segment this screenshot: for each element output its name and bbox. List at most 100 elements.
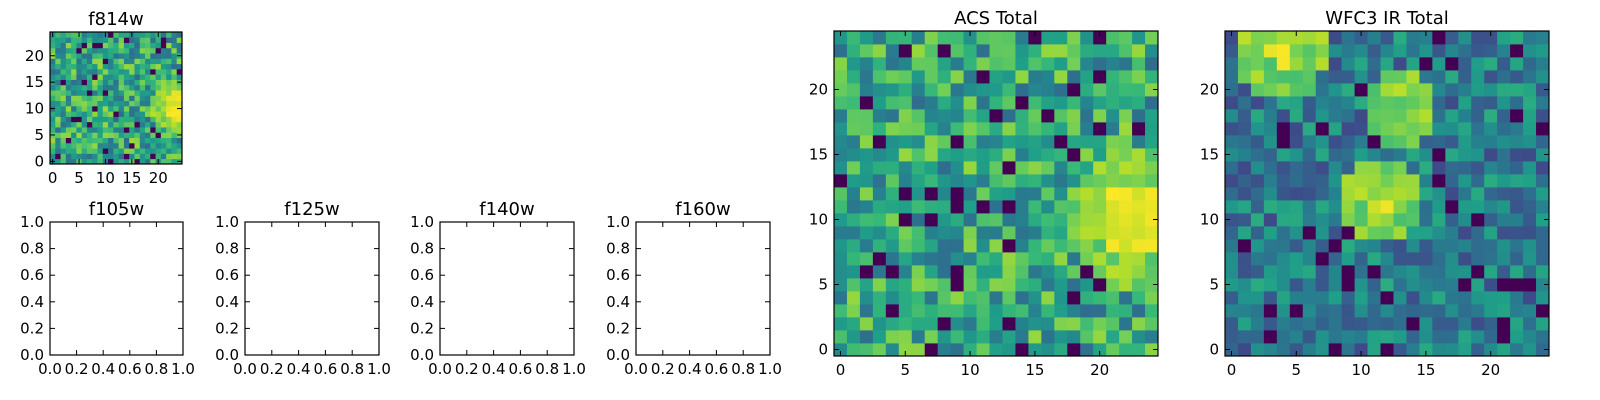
heatmap-cell <box>160 127 167 133</box>
heatmap-cell <box>92 84 98 91</box>
heatmap-cell <box>885 330 900 344</box>
heatmap-cell <box>1225 291 1239 305</box>
heatmap-cell <box>123 32 130 38</box>
heatmap-cell <box>102 74 109 80</box>
heatmap-cell <box>885 96 900 110</box>
heatmap-cell <box>1354 213 1368 227</box>
heatmap-cell <box>937 239 952 253</box>
heatmap-cell <box>1393 83 1407 97</box>
heatmap-cell <box>1484 226 1498 240</box>
heatmap-cell <box>1315 317 1330 331</box>
heatmap-cell <box>1354 265 1368 279</box>
heatmap-cell <box>60 111 67 117</box>
y-tick-label: 1.0 <box>215 213 239 231</box>
heatmap-cell <box>1067 317 1081 331</box>
heatmap-cell <box>97 37 104 43</box>
heatmap-cell <box>166 74 172 80</box>
heatmap-cell <box>872 252 887 266</box>
heatmap-cell <box>1328 330 1343 344</box>
heatmap-cell <box>1445 148 1459 162</box>
heatmap-cell <box>872 213 887 227</box>
heatmap-cell <box>155 137 162 144</box>
heatmap-cell <box>129 95 135 102</box>
heatmap-cell <box>937 122 952 136</box>
heatmap-cell <box>155 79 162 86</box>
heatmap-cell <box>108 158 114 165</box>
heatmap-cell <box>60 142 67 149</box>
heatmap-cell <box>1445 265 1459 279</box>
heatmap-cell <box>1315 291 1330 305</box>
heatmap-cell <box>155 121 162 128</box>
heatmap-cell <box>976 109 990 123</box>
heatmap-cell <box>1523 161 1537 175</box>
heatmap-cell <box>950 70 964 84</box>
heatmap-cell <box>113 132 120 138</box>
heatmap-cell <box>1080 330 1094 344</box>
heatmap-cell <box>1484 57 1498 71</box>
heatmap-cell <box>1497 161 1511 175</box>
heatmap-cell <box>1145 174 1159 188</box>
heatmap-cell <box>1028 70 1042 84</box>
heatmap-cell <box>139 84 146 91</box>
heatmap-cell <box>1080 226 1094 240</box>
heatmap-cell <box>118 111 125 117</box>
heatmap-cell <box>1237 278 1252 292</box>
heatmap-cell <box>97 142 104 149</box>
heatmap-cell <box>65 79 72 86</box>
heatmap-cell <box>160 111 167 117</box>
heatmap-cell <box>166 47 172 54</box>
heatmap-cell <box>1341 291 1355 305</box>
heatmap-cell <box>176 116 183 123</box>
heatmap-cell <box>1406 265 1420 279</box>
heatmap-cell <box>139 53 146 59</box>
heatmap-cell <box>71 90 77 96</box>
heatmap-cell <box>1523 343 1537 357</box>
heatmap-cell <box>872 83 887 97</box>
heatmap-cell <box>160 137 167 144</box>
axes-frame <box>1224 30 1550 357</box>
heatmap-cell <box>1041 31 1055 45</box>
heatmap-cell <box>1445 135 1459 149</box>
heatmap-cell <box>92 68 98 75</box>
heatmap-cell <box>1106 135 1120 149</box>
heatmap-cell <box>160 63 167 70</box>
heatmap-cell <box>1536 148 1550 162</box>
heatmap-cell <box>1302 343 1317 357</box>
heatmap-cell <box>176 95 183 102</box>
heatmap-cell <box>1106 265 1120 279</box>
heatmap-cell <box>1015 304 1029 318</box>
heatmap-cell <box>97 74 104 80</box>
axes-frame <box>635 221 771 356</box>
heatmap-cell <box>1406 200 1420 214</box>
y-tick-label: 10 <box>1200 211 1219 229</box>
heatmap-cell <box>97 32 104 38</box>
heatmap-cell <box>1289 44 1304 58</box>
heatmap-cell <box>1067 213 1081 227</box>
heatmap-cell <box>134 95 141 102</box>
heatmap-cell <box>76 111 83 117</box>
x-tick-label: 0.0 <box>428 360 452 378</box>
y-tick-label: 10 <box>809 211 828 229</box>
y-tick-label: 0.4 <box>410 293 434 311</box>
heatmap-cell <box>1536 122 1550 136</box>
heatmap-cell <box>1445 109 1459 123</box>
heatmap-cell <box>113 137 120 144</box>
heatmap-cell <box>1250 135 1265 149</box>
heatmap-cell <box>108 74 114 80</box>
heatmap-cell <box>1536 343 1550 357</box>
heatmap-cell <box>989 265 1003 279</box>
heatmap-cell <box>50 111 56 117</box>
heatmap-cell <box>1080 278 1094 292</box>
heatmap-cell <box>834 148 848 162</box>
heatmap-cell <box>1237 70 1252 84</box>
heatmap-cell <box>139 32 146 38</box>
heatmap-cell <box>885 187 900 201</box>
heatmap-cell <box>989 70 1003 84</box>
heatmap-cell <box>1132 265 1146 279</box>
heatmap-cell <box>171 158 178 165</box>
heatmap-cell <box>113 95 120 102</box>
heatmap-cell <box>1067 343 1081 357</box>
heatmap-cell <box>118 127 125 133</box>
heatmap-cell <box>1510 278 1524 292</box>
heatmap-cell <box>937 31 952 45</box>
